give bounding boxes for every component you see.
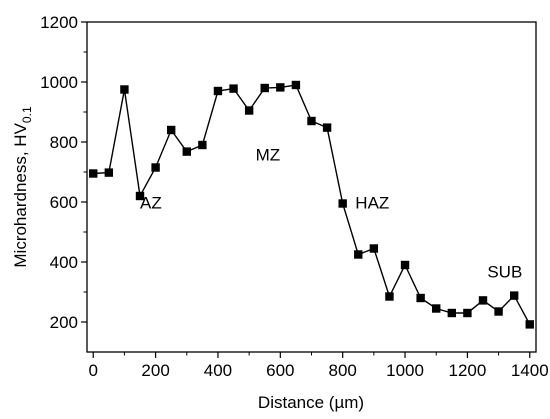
data-point <box>104 168 114 177</box>
data-point <box>244 106 254 115</box>
data-point <box>509 291 519 300</box>
ticks-layer: 0 200 400 600 800 1000 1200 1400 200 400 600 800 100… <box>40 13 549 380</box>
data-point <box>229 84 238 93</box>
data-point <box>369 244 379 253</box>
x-tick-label: 1000 <box>386 361 424 380</box>
zone-label: AZ <box>140 194 162 213</box>
data-point <box>120 85 129 94</box>
data-point <box>307 116 316 126</box>
data-point <box>166 125 176 135</box>
data-point <box>291 80 301 90</box>
y-tick-label: 200 <box>50 313 78 332</box>
x-tick-label: 600 <box>266 361 294 380</box>
x-tick-label: 800 <box>328 361 356 380</box>
data-point <box>89 169 98 178</box>
data-point <box>338 199 347 208</box>
zone-label: MZ <box>256 146 281 165</box>
x-axis-title: Distance (µm) <box>258 393 364 412</box>
data-point <box>198 140 207 150</box>
data-point <box>432 304 441 313</box>
x-tick-label: 0 <box>89 361 98 380</box>
data-point <box>525 320 534 329</box>
data-point <box>385 292 394 301</box>
data-point <box>478 296 488 305</box>
data-point <box>494 307 503 316</box>
y-axis-title: Microhardness, HV0.1 <box>11 106 34 268</box>
plot-frame <box>86 21 537 353</box>
y-tick-label: 1000 <box>40 73 78 92</box>
y-tick-label: 800 <box>50 133 78 152</box>
data-point <box>354 250 363 259</box>
data-point <box>322 123 332 132</box>
y-tick-label: 400 <box>50 253 78 272</box>
data-point <box>260 83 269 93</box>
data-point <box>416 293 425 303</box>
data-point <box>151 163 160 172</box>
data-point <box>447 308 457 318</box>
y-tick-label: 600 <box>50 193 78 212</box>
zone-label: SUB <box>487 263 522 282</box>
data-point <box>182 147 191 156</box>
x-tick-label: 200 <box>141 361 169 380</box>
annotation-layer: AZ MZ HAZ SUB <box>140 146 522 282</box>
data-point <box>213 86 223 96</box>
y-axis-title-subscript: 0.1 <box>20 106 34 123</box>
y-axis-title-main: Microhardness, HV <box>11 122 30 267</box>
data-point <box>463 308 472 318</box>
zone-label: HAZ <box>355 194 389 213</box>
data-point <box>276 83 285 92</box>
series-layer <box>89 80 534 329</box>
x-tick-label: 1400 <box>511 361 549 380</box>
y-tick-label: 1200 <box>40 13 78 32</box>
data-point <box>135 191 145 201</box>
x-tick-label: 400 <box>204 361 232 380</box>
x-tick-label: 1200 <box>448 361 486 380</box>
data-point <box>400 260 410 270</box>
